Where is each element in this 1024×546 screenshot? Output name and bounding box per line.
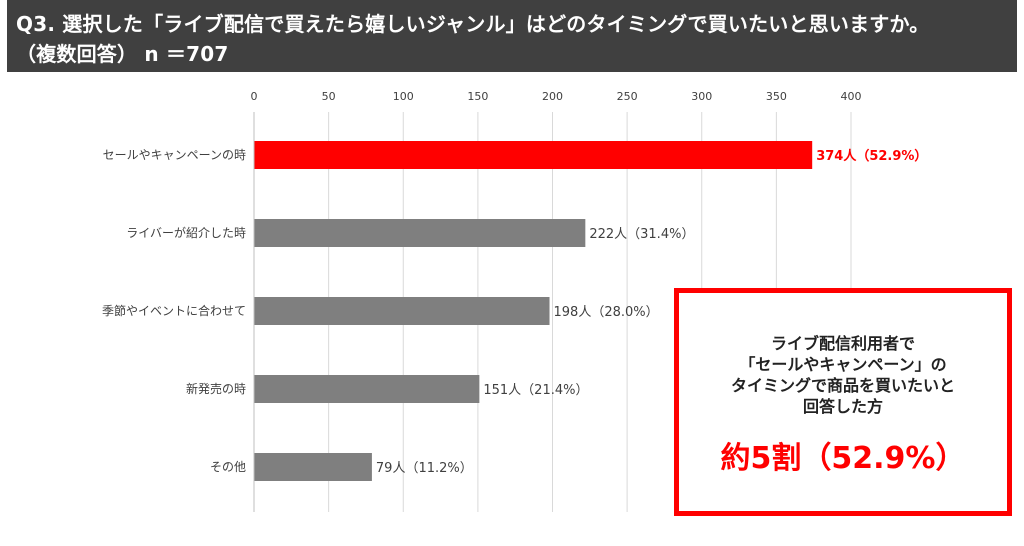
bar [254, 219, 586, 247]
x-tick-label: 50 [322, 90, 336, 103]
callout-line: タイミングで商品を買いたいと [730, 376, 955, 395]
bar [254, 375, 480, 403]
bar-chart: 0 50 100 150 200 250 300 350 400 セールやキャンペーンの時 374人… [102, 90, 927, 512]
question-header: Q3. 選択した「ライブ配信で買えたら嬉しいジャンル」はどのタイミングで買いたい… [7, 0, 1017, 72]
bar-highlight [254, 141, 813, 169]
category-label: その他 [210, 460, 246, 474]
summary-callout: ライブ配信利用者で 「セールやキャンペーン」の タイミングで商品を買いたいと 回… [674, 288, 1012, 516]
category-label: ライバーが紹介した時 [126, 225, 246, 240]
question-subtitle: （複数回答） n ＝707 [16, 42, 229, 66]
x-tick-label: 100 [393, 90, 414, 103]
bar [254, 297, 550, 325]
bar [254, 453, 372, 481]
callout-line: 「セールやキャンペーン」の [739, 355, 947, 374]
x-tick-label: 0 [251, 90, 258, 103]
x-tick-label: 400 [841, 90, 862, 103]
x-tick-label: 200 [542, 90, 563, 103]
value-label: 222人（31.4%） [589, 227, 694, 242]
callout-line: ライブ配信利用者で [770, 334, 915, 353]
callout-line: 回答した方 [802, 397, 883, 416]
question-title: Q3. 選択した「ライブ配信で買えたら嬉しいジャンル」はどのタイミングで買いたい… [16, 12, 930, 36]
category-label: 新発売の時 [186, 381, 246, 396]
x-tick-label: 150 [467, 90, 488, 103]
x-tick-label: 350 [766, 90, 787, 103]
category-label: 季節やイベントに合わせて [102, 303, 246, 318]
x-tick-label: 250 [617, 90, 638, 103]
value-label: 79人（11.2%） [376, 461, 473, 476]
value-label: 198人（28.0%） [554, 305, 659, 320]
category-label: セールやキャンペーンの時 [103, 148, 246, 162]
callout-text: ライブ配信利用者で 「セールやキャンペーン」の タイミングで商品を買いたいと 回… [679, 333, 1007, 417]
value-label: 374人（52.9%） [816, 148, 927, 164]
callout-highlight: 約5割（52.9%） [720, 441, 966, 476]
value-label: 151人（21.4%） [483, 383, 588, 398]
x-tick-label: 300 [691, 90, 712, 103]
